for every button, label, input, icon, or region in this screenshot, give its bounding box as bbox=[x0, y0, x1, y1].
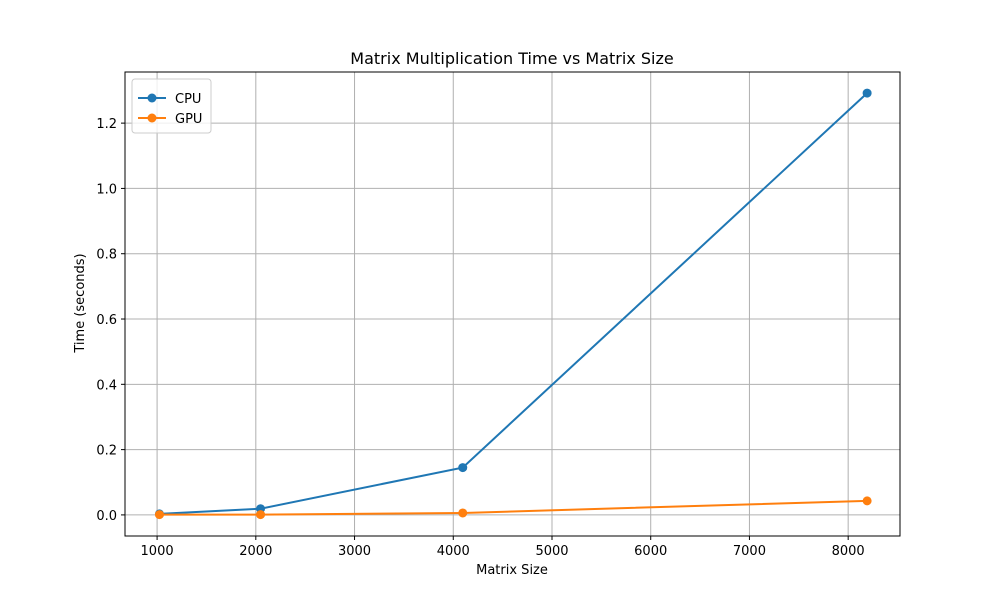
grid bbox=[125, 72, 900, 536]
data-point-gpu bbox=[154, 510, 164, 520]
y-tick-label: 0.2 bbox=[96, 444, 117, 459]
data-point-gpu bbox=[458, 508, 468, 518]
y-tick-label: 0.0 bbox=[96, 509, 117, 524]
legend-label: GPU bbox=[175, 112, 202, 127]
x-tick-label: 7000 bbox=[733, 544, 766, 559]
data-point-cpu bbox=[862, 88, 872, 98]
y-tick-label: 0.8 bbox=[96, 248, 117, 263]
legend-marker bbox=[147, 93, 157, 103]
x-axis-ticks: 1000 2000 3000 4000 5000 6000 7000 8000 bbox=[141, 536, 865, 559]
legend: CPU GPU bbox=[131, 78, 212, 134]
x-tick-label: 2000 bbox=[239, 544, 272, 559]
y-tick-label: 0.4 bbox=[96, 378, 117, 393]
series-line-cpu bbox=[159, 92, 868, 515]
y-tick-label: 1.2 bbox=[96, 117, 117, 132]
y-axis-label: Time (seconds) bbox=[73, 253, 88, 353]
legend-label: CPU bbox=[175, 92, 201, 107]
data-point-cpu bbox=[458, 463, 468, 473]
legend-item-gpu: GPU bbox=[138, 112, 202, 127]
data-point-gpu bbox=[256, 510, 266, 520]
x-tick-label: 6000 bbox=[634, 544, 667, 559]
plot-series bbox=[154, 88, 872, 520]
x-tick-label: 1000 bbox=[141, 544, 174, 559]
x-tick-label: 8000 bbox=[832, 544, 865, 559]
y-tick-label: 0.6 bbox=[96, 313, 117, 328]
series-line-gpu bbox=[159, 499, 868, 516]
chart-title: Matrix Multiplication Time vs Matrix Siz… bbox=[350, 49, 673, 68]
series-cpu bbox=[154, 88, 872, 519]
legend-marker bbox=[147, 113, 157, 123]
series-gpu bbox=[154, 496, 872, 520]
x-axis-label: Matrix Size bbox=[476, 563, 548, 578]
x-tick-label: 5000 bbox=[535, 544, 568, 559]
plot-frame bbox=[124, 71, 901, 537]
x-tick-label: 3000 bbox=[338, 544, 371, 559]
y-axis-ticks: 0.0 0.2 0.4 0.6 0.8 1.0 1.2 bbox=[96, 117, 125, 524]
x-tick-label: 4000 bbox=[437, 544, 470, 559]
y-tick-label: 1.0 bbox=[96, 182, 117, 197]
data-point-gpu bbox=[862, 496, 872, 506]
legend-item-cpu: CPU bbox=[138, 92, 201, 107]
